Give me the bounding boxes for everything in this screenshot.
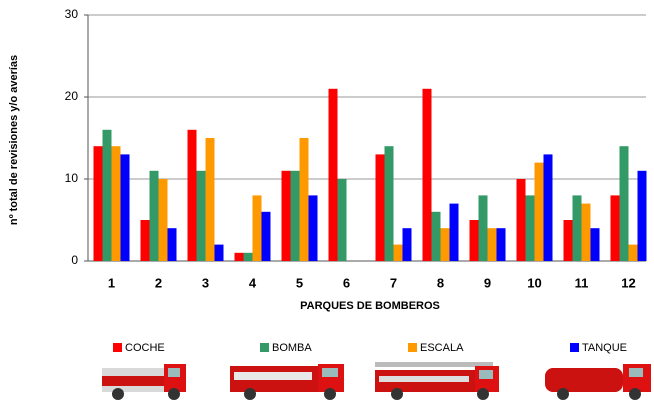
bar: [243, 252, 253, 261]
bar: [214, 244, 224, 261]
bar: [487, 228, 497, 261]
x-tick-label: 11: [575, 275, 589, 290]
bar: [111, 146, 121, 261]
bar: [328, 88, 338, 261]
legend-label: BOMBA: [272, 342, 312, 354]
bar: [478, 195, 488, 261]
bar: [252, 195, 262, 261]
x-tick-label: 4: [249, 275, 257, 290]
bar: [628, 244, 638, 261]
x-tick-label: 3: [202, 275, 209, 290]
bar: [205, 138, 215, 261]
bar: [158, 179, 168, 261]
y-tick-label: 0: [71, 253, 78, 267]
bar: [290, 170, 300, 261]
bar: [449, 203, 459, 261]
bar: [308, 195, 318, 261]
bar: [590, 228, 600, 261]
bar: [140, 220, 150, 261]
legend-label: TANQUE: [582, 342, 627, 354]
bar: [637, 170, 647, 261]
bar: [93, 146, 103, 261]
x-axis-title: PARQUES DE BOMBEROS: [300, 300, 440, 312]
bar: [120, 154, 130, 261]
bar: [619, 146, 629, 261]
y-axis-title: nº total de revisiones y/o averías: [8, 55, 20, 225]
legend-swatch: [260, 343, 269, 352]
x-tick-label: 1: [108, 275, 115, 290]
bar: [516, 179, 526, 261]
bar: [563, 220, 573, 261]
y-tick-label: 30: [65, 7, 79, 21]
x-tick-label: 6: [343, 275, 350, 290]
bar: [581, 203, 591, 261]
bar: [281, 170, 291, 261]
x-tick-label: 5: [296, 275, 303, 290]
bar: [149, 170, 159, 261]
bar: [102, 129, 112, 261]
legend-swatch: [408, 343, 417, 352]
bar: [422, 88, 432, 261]
bar: [375, 154, 385, 261]
y-tick-label: 20: [65, 89, 79, 103]
legend-swatch: [570, 343, 579, 352]
bar: [337, 179, 347, 261]
bar: [431, 211, 441, 261]
bar: [525, 195, 535, 261]
bar: [261, 211, 271, 261]
bar: [543, 154, 553, 261]
truck-images: [102, 362, 651, 400]
bar: [384, 146, 394, 261]
x-tick-label: 12: [621, 275, 635, 290]
x-tick-label: 8: [437, 275, 444, 290]
bar: [496, 228, 506, 261]
bar: [572, 195, 582, 261]
bar: [534, 162, 544, 261]
x-tick-label: 9: [484, 275, 491, 290]
bar: [469, 220, 479, 261]
bar: [167, 228, 177, 261]
x-tick-label: 10: [527, 275, 541, 290]
y-tick-label: 10: [65, 171, 79, 185]
x-tick-label: 2: [155, 275, 162, 290]
bar: [187, 129, 197, 261]
bar: [393, 244, 403, 261]
bar: [299, 138, 309, 261]
bar: [440, 228, 450, 261]
bar: [610, 195, 620, 261]
legend-label: COCHE: [125, 342, 165, 354]
legend-swatch: [113, 343, 122, 352]
bar: [196, 170, 206, 261]
bar: [234, 252, 244, 261]
bar: [402, 228, 412, 261]
legend-label: ESCALA: [420, 342, 464, 354]
x-tick-label: 7: [390, 275, 397, 290]
